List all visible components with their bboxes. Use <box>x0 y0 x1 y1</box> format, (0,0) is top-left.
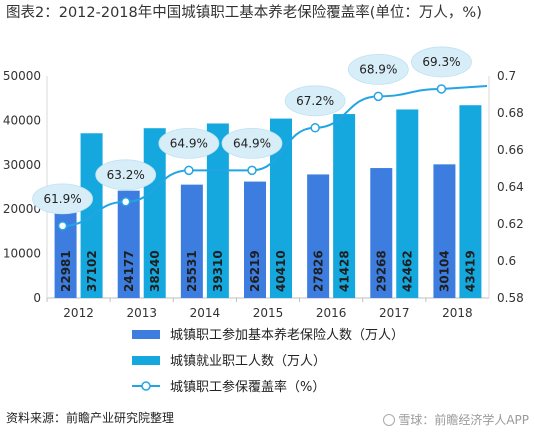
x-tick-label: 2012 <box>63 306 94 320</box>
line-value-label: 64.9% <box>170 136 208 150</box>
line-value-label: 61.9% <box>44 192 82 206</box>
line-point <box>373 91 384 102</box>
bar-value-label: 29268 <box>374 250 388 292</box>
data-label-bubble <box>411 46 472 78</box>
line-point <box>247 165 257 176</box>
y-left-tick-label: 40000 <box>3 113 41 127</box>
bar-value-label: 37102 <box>85 250 99 292</box>
y-left-tick-label: 20000 <box>3 202 41 216</box>
bar-value-label: 39310 <box>211 250 225 292</box>
legend: 城镇职工参加基本养老保险人数（万人） 城镇就业职工人数（万人） 城镇职工参保覆盖率（… <box>132 327 404 395</box>
bar <box>244 181 266 298</box>
y-right-tick-label: 0.62 <box>497 217 524 231</box>
bar <box>307 174 330 298</box>
y-left-tick-label: 50000 <box>3 69 41 83</box>
line-value-label: 64.9% <box>233 136 271 150</box>
data-label-bubble <box>284 85 346 117</box>
bar <box>206 123 229 299</box>
y-right-tick-label: 0.58 <box>497 291 524 305</box>
data-label-bubble <box>221 127 283 159</box>
bar-value-label: 42462 <box>400 250 414 292</box>
chart-title: 图表2：2012-2018年中国城镇职工基本养老保险覆盖率(单位：万人，%) <box>6 5 482 21</box>
bar <box>270 118 292 299</box>
bar-value-label: 30104 <box>438 250 452 292</box>
data-label-bubble <box>158 127 220 159</box>
bar-value-label: 41428 <box>337 250 351 292</box>
line-point <box>436 84 447 94</box>
bar <box>333 114 356 298</box>
watermark-text: 雪球：前瞻经济学人APP <box>398 413 529 427</box>
legend-label: 城镇职工参保覆盖率（%） <box>170 379 325 395</box>
line-value-label: 63.2% <box>107 168 145 182</box>
x-tick-label: 2017 <box>379 306 410 320</box>
data-label-bubble <box>95 159 157 191</box>
y-left-tick-label: 10000 <box>3 247 41 261</box>
y-right-tick-label: 0.7 <box>497 69 516 83</box>
x-tick-label: 2014 <box>190 306 221 320</box>
bar-value-label: 22981 <box>59 250 73 292</box>
bar-value-label: 25531 <box>185 250 199 292</box>
x-tick-label: 2013 <box>126 306 157 320</box>
bar <box>459 105 482 299</box>
legend-swatch <box>132 330 160 339</box>
y-right-tick-label: 0.64 <box>497 180 524 194</box>
line-series: 61.9% 63.2% 64.9% 64.9% 67.2% 68.9% 69.3% <box>32 46 488 231</box>
snowball-logo-icon <box>383 414 396 426</box>
bar-value-label: 24177 <box>122 250 136 292</box>
legend-swatch <box>132 356 160 365</box>
axes: 0 10000 20000 30000 40000 50000 0.58 0.6 0.62 0.6… <box>3 69 524 320</box>
data-label-bubble <box>32 183 93 215</box>
bar <box>180 184 203 298</box>
legend-label: 城镇就业职工人数（万人） <box>170 354 326 369</box>
y-right-tick-label: 0.6 <box>497 254 516 268</box>
line-point <box>310 123 320 133</box>
y-left-tick-label: 30000 <box>3 158 41 172</box>
bar-value-label: 27826 <box>311 250 325 292</box>
data-label-bubble <box>347 53 409 85</box>
bar <box>433 164 456 298</box>
source-note: 资料来源：前瞻产业研究院整理 <box>6 411 175 425</box>
y-right-tick-label: 0.66 <box>497 143 524 157</box>
bar-value-label: 26219 <box>248 250 262 292</box>
watermark: 雪球：前瞻经济学人APP <box>383 411 529 428</box>
line-value-label: 69.3% <box>422 55 460 69</box>
bar-series: 22981 24177 25531 26219 27826 29268 30104 37102… <box>54 105 482 299</box>
x-tick-label: 2016 <box>316 306 347 320</box>
legend-label: 城镇职工参加基本养老保险人数（万人） <box>170 327 404 343</box>
x-tick-label: 2018 <box>442 306 473 320</box>
bar-value-label: 43419 <box>464 250 478 292</box>
legend-marker <box>141 381 151 391</box>
x-tick-label: 2015 <box>253 306 284 320</box>
bar <box>396 109 419 298</box>
bar-value-label: 40410 <box>274 250 288 292</box>
line-value-label: 68.9% <box>359 62 397 76</box>
line-point <box>184 165 194 176</box>
line-point <box>120 197 131 207</box>
bar-value-label: 38240 <box>148 250 162 292</box>
line-point <box>57 221 68 231</box>
bar <box>54 195 77 298</box>
line-value-label: 67.2% <box>296 94 334 108</box>
y-right-tick-label: 0.68 <box>497 106 524 120</box>
y-left-tick-label: 0 <box>33 291 41 305</box>
bar <box>370 168 393 298</box>
bar <box>117 190 140 298</box>
